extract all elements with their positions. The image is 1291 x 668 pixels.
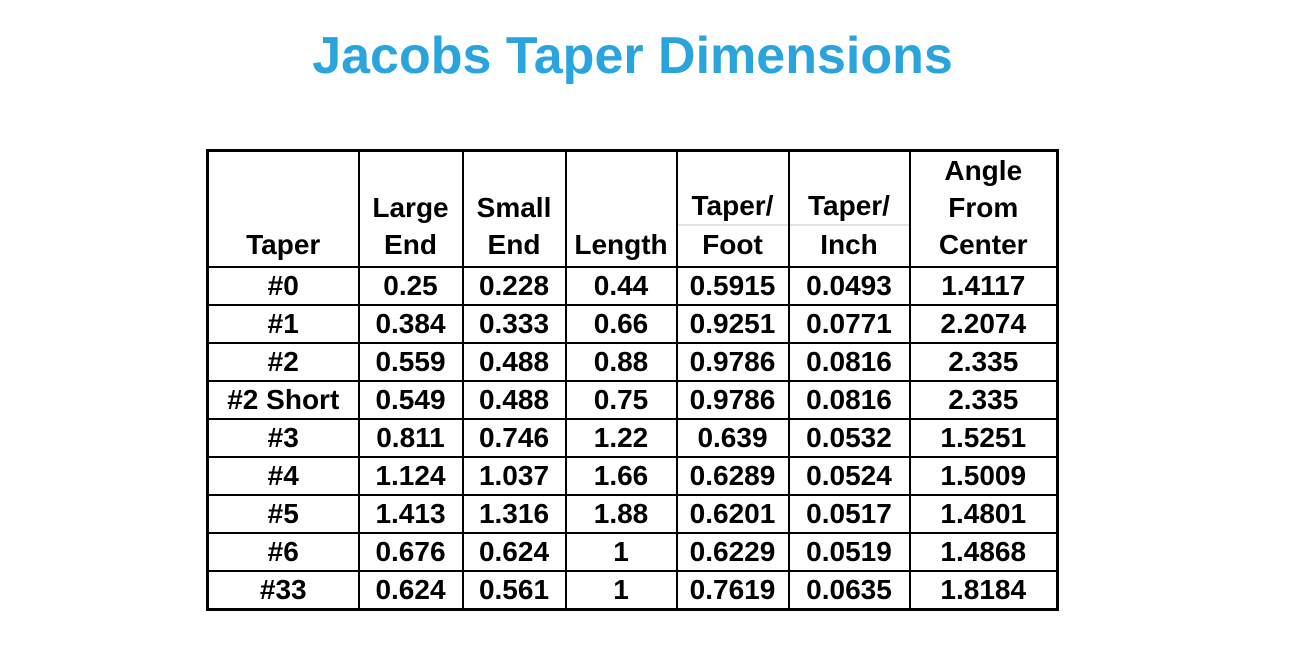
header-line: Large	[372, 192, 449, 223]
value-cell: 1.22	[564, 418, 678, 458]
table-row: #2 0.559 0.488 0.88 0.9786 0.0816 2.335	[206, 342, 1059, 382]
header-line: Foot	[702, 229, 763, 260]
header-line: Length	[574, 229, 668, 260]
value-cell: 0.811	[357, 418, 464, 458]
column-header-taper-foot: Taper/Foot	[675, 149, 790, 268]
column-header-small-end: Small End	[461, 149, 567, 268]
value-cell: 0.0532	[787, 418, 911, 458]
value-cell: 0.0519	[787, 532, 911, 572]
value-cell: 0.5915	[675, 266, 790, 306]
taper-name-cell: #6	[206, 532, 360, 572]
header-line: From	[948, 192, 1019, 223]
value-cell: 1.5009	[908, 456, 1059, 496]
table-row: #2 Short 0.549 0.488 0.75 0.9786 0.0816 2.335	[206, 380, 1059, 420]
value-cell: 0.549	[357, 380, 464, 420]
table-body: #0 0.25 0.228 0.44 0.5915 0.0493 1.4117 #1 0.384…	[206, 266, 1059, 610]
value-cell: 1.316	[461, 494, 567, 534]
header-line: Inch	[820, 229, 878, 260]
column-header-taper: Taper	[206, 149, 360, 268]
table-row: #0 0.25 0.228 0.44 0.5915 0.0493 1.4117	[206, 266, 1059, 306]
page-title: Jacobs Taper Dimensions	[312, 27, 953, 85]
value-cell: 0.66	[564, 304, 678, 344]
value-cell: 0.639	[675, 418, 790, 458]
value-cell: 1	[564, 532, 678, 572]
value-cell: 0.44	[564, 266, 678, 306]
value-cell: 0.676	[357, 532, 464, 572]
value-cell: 0.0517	[787, 494, 911, 534]
table-row: #5 1.413 1.316 1.88 0.6201 0.0517 1.4801	[206, 494, 1059, 534]
value-cell: 1.8184	[908, 570, 1059, 610]
value-cell: 0.6201	[675, 494, 790, 534]
value-cell: 0.559	[357, 342, 464, 382]
value-cell: 1.66	[564, 456, 678, 496]
value-cell: 0.488	[461, 380, 567, 420]
column-header-angle-from-center: Angle From Center	[908, 149, 1059, 268]
header-line: Taper/	[678, 187, 787, 226]
value-cell: 0.7619	[675, 570, 790, 610]
column-header-length: Length	[564, 149, 678, 268]
value-cell: 2.335	[908, 380, 1059, 420]
header-line: Taper	[246, 229, 321, 260]
table-row: #1 0.384 0.333 0.66 0.9251 0.0771 2.2074	[206, 304, 1059, 344]
value-cell: 2.2074	[908, 304, 1059, 344]
value-cell: 0.561	[461, 570, 567, 610]
value-cell: 1.4117	[908, 266, 1059, 306]
value-cell: 2.335	[908, 342, 1059, 382]
header-line: Taper/	[790, 187, 908, 226]
value-cell: 0.746	[461, 418, 567, 458]
value-cell: 1.4801	[908, 494, 1059, 534]
value-cell: 0.0493	[787, 266, 911, 306]
column-header-taper-inch: Taper/Inch	[787, 149, 911, 268]
value-cell: 0.25	[357, 266, 464, 306]
taper-name-cell: #1	[206, 304, 360, 344]
header-line: Small	[476, 192, 552, 223]
taper-name-cell: #4	[206, 456, 360, 496]
value-cell: 0.0816	[787, 342, 911, 382]
value-cell: 1.5251	[908, 418, 1059, 458]
value-cell: 0.88	[564, 342, 678, 382]
header-line: End	[487, 229, 541, 260]
value-cell: 0.6289	[675, 456, 790, 496]
taper-name-cell: #2	[206, 342, 360, 382]
table-row: #3 0.811 0.746 1.22 0.639 0.0532 1.5251	[206, 418, 1059, 458]
value-cell: 0.75	[564, 380, 678, 420]
value-cell: 0.9251	[675, 304, 790, 344]
value-cell: 0.333	[461, 304, 567, 344]
value-cell: 0.228	[461, 266, 567, 306]
value-cell: 0.0816	[787, 380, 911, 420]
value-cell: 0.9786	[675, 342, 790, 382]
value-cell: 1	[564, 570, 678, 610]
taper-dimensions-table: Taper Large End Small End Length Taper/Foot Tap…	[206, 149, 1059, 611]
table-row: #33 0.624 0.561 1 0.7619 0.0635 1.8184	[206, 570, 1059, 610]
header-row: Taper Large End Small End Length Taper/Foot Tap…	[206, 149, 1059, 268]
table-row: #4 1.124 1.037 1.66 0.6289 0.0524 1.5009	[206, 456, 1059, 496]
value-cell: 0.624	[357, 570, 464, 610]
value-cell: 0.384	[357, 304, 464, 344]
taper-name-cell: #33	[206, 570, 360, 610]
table-row: #6 0.676 0.624 1 0.6229 0.0519 1.4868	[206, 532, 1059, 572]
header-line: End	[384, 229, 437, 260]
value-cell: 0.9786	[675, 380, 790, 420]
value-cell: 0.488	[461, 342, 567, 382]
value-cell: 1.124	[357, 456, 464, 496]
value-cell: 0.624	[461, 532, 567, 572]
column-header-large-end: Large End	[357, 149, 464, 268]
value-cell: 0.0635	[787, 570, 911, 610]
value-cell: 1.037	[461, 456, 567, 496]
value-cell: 0.0524	[787, 456, 911, 496]
header-line: Center	[938, 229, 1028, 260]
value-cell: 0.6229	[675, 532, 790, 572]
value-cell: 0.0771	[787, 304, 911, 344]
taper-name-cell: #5	[206, 494, 360, 534]
value-cell: 1.88	[564, 494, 678, 534]
taper-name-cell: #3	[206, 418, 360, 458]
header-line: Angle	[944, 155, 1023, 186]
value-cell: 1.4868	[908, 532, 1059, 572]
taper-name-cell: #2 Short	[206, 380, 360, 420]
value-cell: 1.413	[357, 494, 464, 534]
taper-name-cell: #0	[206, 266, 360, 306]
table-header: Taper Large End Small End Length Taper/Foot Tap…	[206, 149, 1059, 268]
